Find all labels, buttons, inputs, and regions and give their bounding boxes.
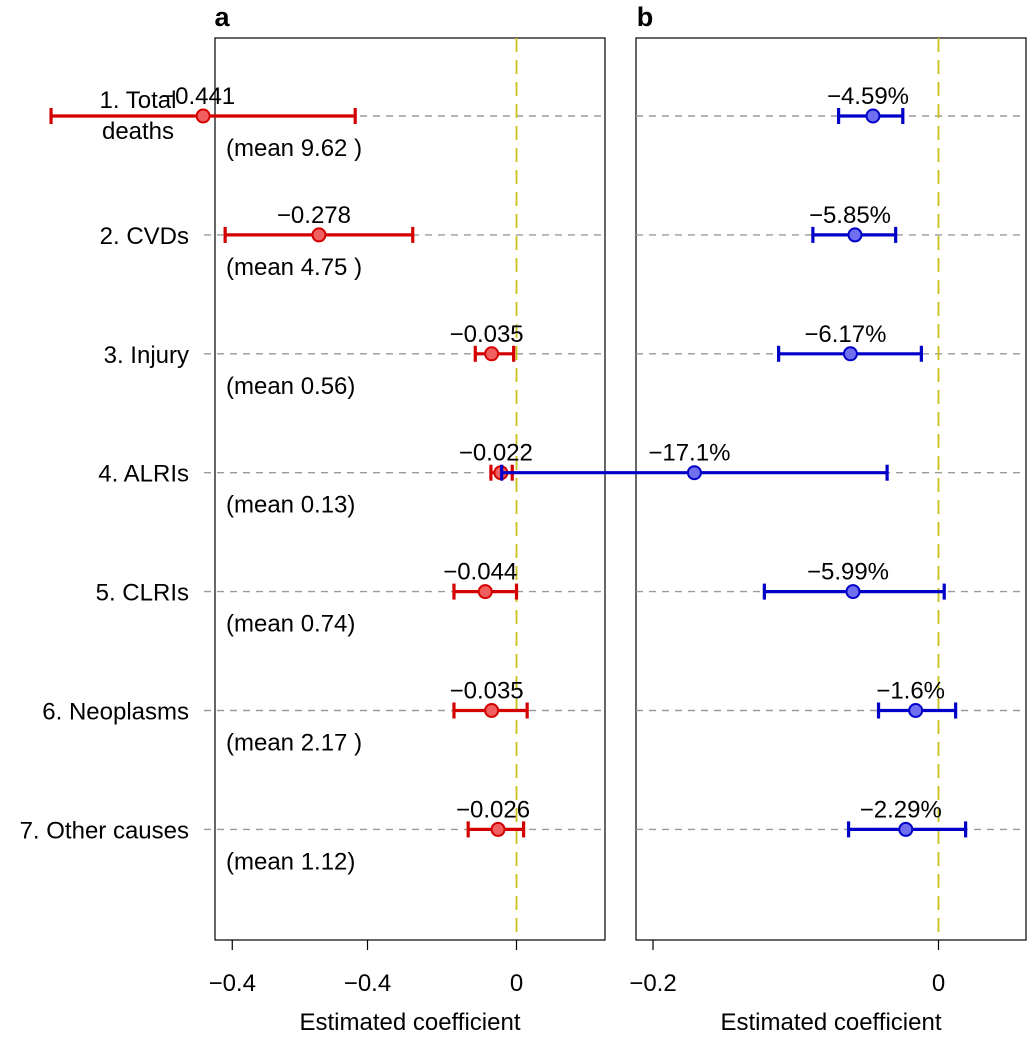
category-label: 2. CVDs: [100, 223, 189, 250]
category-label: 7. Other causes: [20, 817, 189, 844]
estimate-point: [908, 703, 924, 718]
estimate-value-label: −0.278: [277, 202, 351, 229]
estimate-point: [845, 584, 861, 600]
mean-label: (mean 0.13): [226, 492, 355, 519]
text-layer: 1. Total deaths (mean 9.62 ) 2. CVDs (mean 4…: [20, 83, 946, 997]
estimate-value-label: −0.026: [456, 796, 530, 823]
estimate-point: [847, 227, 863, 243]
estimate-point: [842, 346, 858, 362]
estimate-point: [865, 108, 881, 124]
x-tick-label: 0: [510, 970, 523, 997]
estimate-point: [311, 227, 327, 243]
x-tick-label: −0.4: [209, 970, 256, 997]
category-label: 6. Neoplasms: [42, 699, 189, 726]
x-tick-label: 0: [932, 970, 945, 997]
estimate-value-label: −0.044: [443, 559, 517, 586]
panel-b-frame: [635, 37, 1027, 941]
mean-label: (mean 9.62 ): [226, 135, 362, 162]
estimate-value-label: −1.6%: [876, 678, 945, 705]
estimate-value-label: −0.022: [459, 440, 533, 467]
x-tick-label: −0.4: [344, 970, 391, 997]
category-label: deaths: [102, 118, 174, 145]
estimate-point: [898, 821, 914, 837]
estimate-value-label: −0.441: [161, 83, 235, 110]
category-label: 3. Injury: [104, 342, 189, 369]
estimate-point: [686, 465, 702, 481]
mean-label: (mean 0.74): [226, 611, 355, 638]
estimate-point: [484, 703, 500, 718]
panel-b-x-axis-title: Estimated coefficient: [720, 1009, 941, 1036]
estimate-value-label: −2.29%: [860, 796, 942, 823]
category-label: 1. Total: [100, 87, 177, 114]
panel-a-frame: [214, 37, 606, 941]
estimate-value-label: −5.99%: [807, 559, 889, 586]
panel-a-x-axis-title: Estimated coefficient: [299, 1009, 520, 1036]
estimate-point: [490, 821, 506, 837]
estimate-point: [195, 108, 211, 124]
estimate-value-label: −4.59%: [827, 83, 909, 110]
mean-label: (mean 1.12): [226, 848, 355, 875]
mean-label: (mean 4.75 ): [226, 254, 362, 281]
mean-label: (mean 0.56): [226, 373, 355, 400]
estimate-value-label: −17.1%: [648, 440, 730, 467]
estimate-value-label: −0.035: [450, 321, 524, 348]
marks-layer: [49, 108, 968, 950]
x-tick-label: −0.2: [629, 970, 676, 997]
panel-a-letter: a: [214, 2, 230, 32]
estimate-point: [484, 346, 500, 362]
panel-b-letter: b: [637, 2, 654, 32]
estimate-value-label: −0.035: [450, 678, 524, 705]
estimate-point: [477, 584, 493, 600]
estimate-value-label: −5.85%: [809, 202, 891, 229]
mean-label: (mean 2.17 ): [226, 730, 362, 757]
estimate-value-label: −6.17%: [804, 321, 886, 348]
category-label: 4. ALRIs: [98, 461, 189, 488]
category-label: 5. CLRIs: [96, 580, 189, 607]
